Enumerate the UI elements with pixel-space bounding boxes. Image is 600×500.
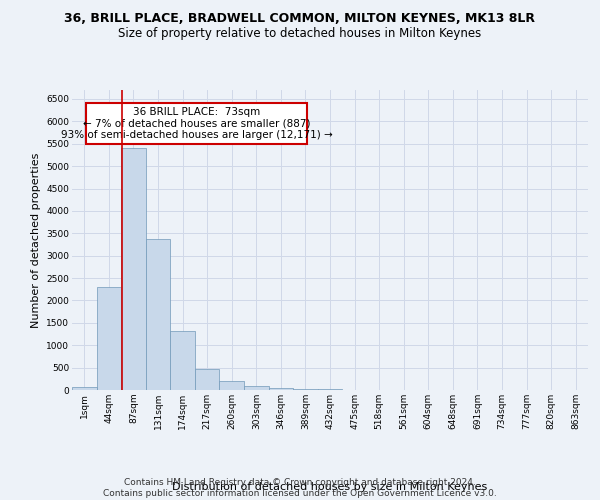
Bar <box>72 386 97 390</box>
Y-axis label: Number of detached properties: Number of detached properties <box>31 152 41 328</box>
Bar <box>170 331 195 390</box>
Text: 36 BRILL PLACE:  73sqm
← 7% of detached houses are smaller (887)
93% of semi-det: 36 BRILL PLACE: 73sqm ← 7% of detached h… <box>61 107 332 140</box>
Text: 36, BRILL PLACE, BRADWELL COMMON, MILTON KEYNES, MK13 8LR: 36, BRILL PLACE, BRADWELL COMMON, MILTON… <box>65 12 536 26</box>
Bar <box>269 388 293 390</box>
Bar <box>195 368 220 390</box>
Bar <box>121 148 146 390</box>
Text: Size of property relative to detached houses in Milton Keynes: Size of property relative to detached ho… <box>118 28 482 40</box>
Bar <box>220 382 244 390</box>
Bar <box>244 386 269 390</box>
Bar <box>293 388 318 390</box>
Text: Contains HM Land Registry data © Crown copyright and database right 2024.
Contai: Contains HM Land Registry data © Crown c… <box>103 478 497 498</box>
Bar <box>318 389 342 390</box>
FancyBboxPatch shape <box>86 104 307 144</box>
Bar <box>146 238 170 390</box>
X-axis label: Distribution of detached houses by size in Milton Keynes: Distribution of detached houses by size … <box>172 482 488 492</box>
Bar <box>97 287 121 390</box>
